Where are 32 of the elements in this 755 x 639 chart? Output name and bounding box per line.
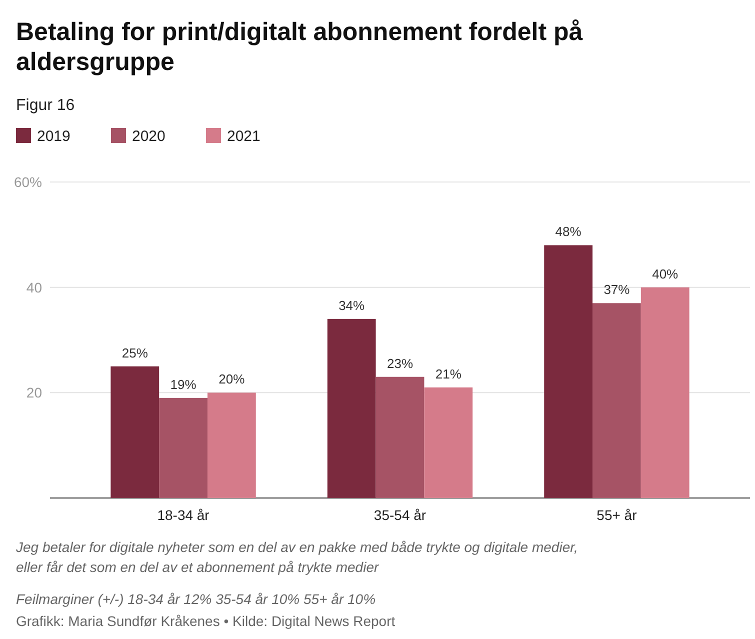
bar [207, 392, 256, 498]
bar [327, 318, 376, 498]
text: 20% [218, 372, 245, 387]
text: Jeg betaler for digitale nyheter som en del av en pakke med både trykte og digitale medier, eller får det som en del av et abonnement på trykte medier [15, 539, 578, 575]
y-tick-label: 60% [14, 174, 42, 190]
chart-title: Betaling for print/digitalt abonnement fordelt på aldersgruppe [16, 18, 583, 76]
bar [424, 387, 473, 498]
bar [544, 245, 593, 498]
text: 23% [386, 356, 414, 371]
text: 21% [435, 366, 462, 382]
x-tick-label: 35-54 år [374, 507, 426, 523]
bar [376, 376, 424, 498]
y-tick-label: 20 [26, 384, 42, 401]
bar [640, 287, 690, 498]
bar [159, 398, 208, 498]
y-tick-label: 40 [26, 279, 42, 296]
chart-subtitle: Figur 16 [16, 97, 75, 114]
legend-label: 2021 [227, 128, 260, 145]
legend-label: 2019 [37, 128, 70, 145]
x-tick-label: 55+ år [596, 507, 638, 523]
text: Grafikk: Maria Sundfør Kråkenes • Kilde: Digital News Report [16, 613, 396, 629]
x-tick-label: 18-34 år [157, 507, 210, 523]
text: 34% [338, 298, 365, 313]
text: Feilmarginer (+/-) 18-34 år 12% 35-54 år 10% 55+ år 10% [16, 591, 376, 607]
text: 40% [652, 266, 678, 282]
bar [110, 366, 160, 498]
text: 48% [555, 224, 582, 240]
legend-label: 2020 [132, 128, 166, 145]
text: 25% [122, 345, 148, 360]
text: 19% [170, 376, 196, 392]
text: 37% [604, 282, 630, 298]
bar [592, 303, 641, 498]
